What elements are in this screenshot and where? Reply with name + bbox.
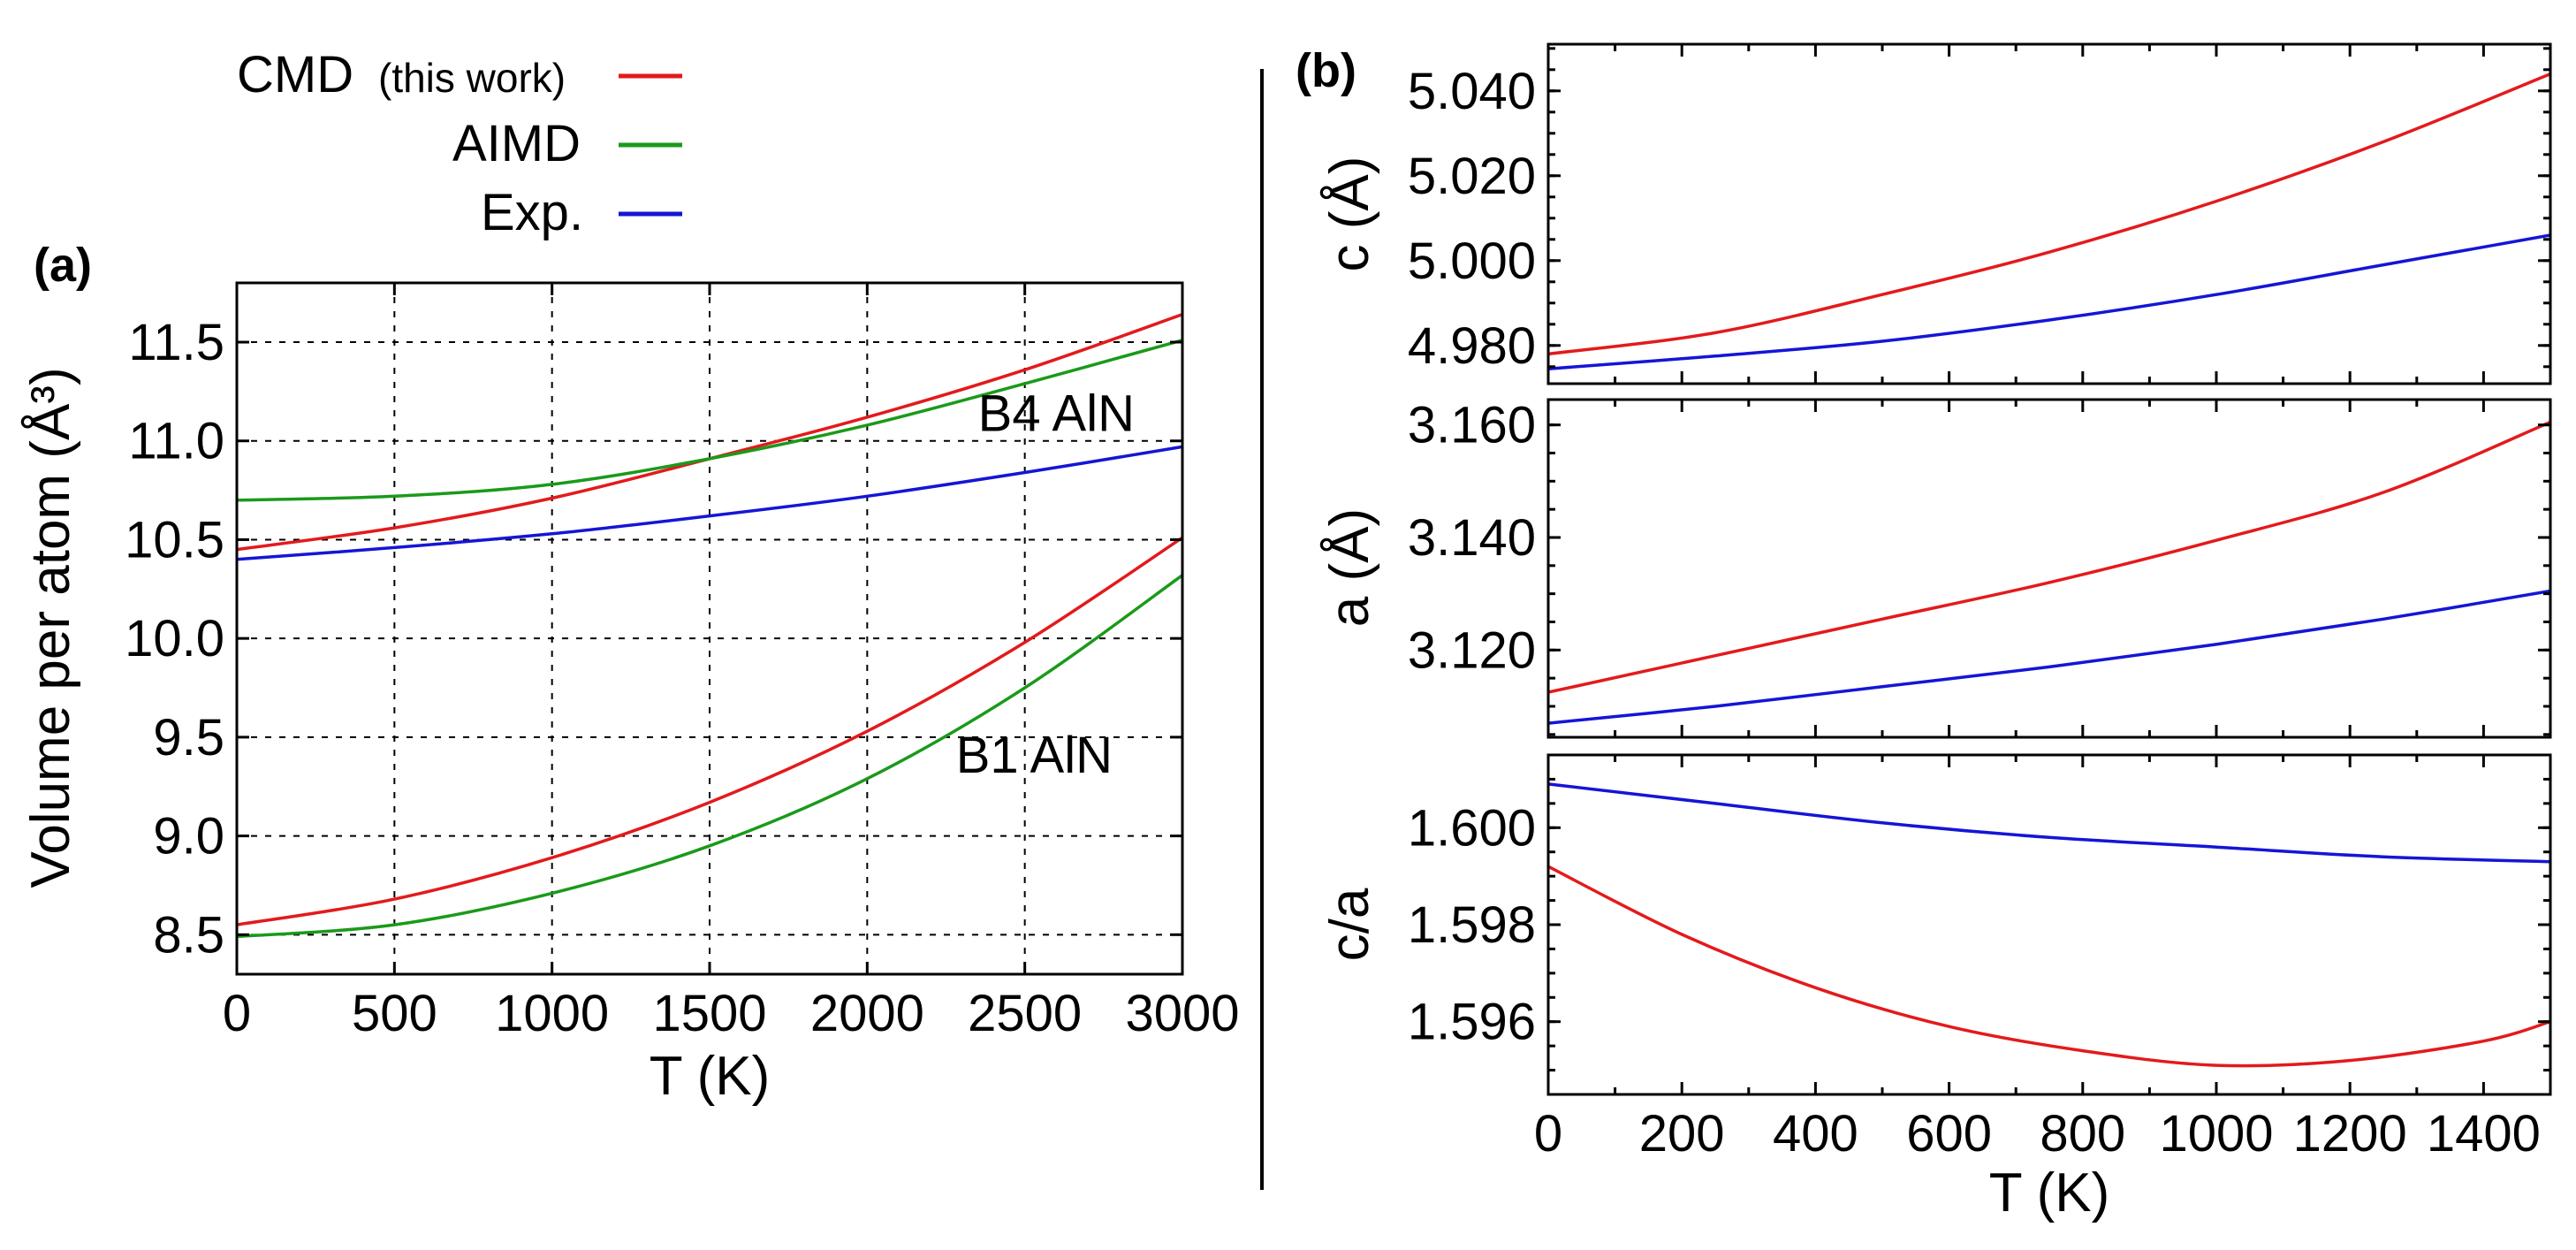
y-tick-label-5-000: 5.000: [1408, 232, 1536, 290]
x-tick-label-500: 500: [352, 985, 437, 1042]
annotation-b1-aln: B1 AlN: [956, 727, 1113, 784]
panel-label-b: (b): [1296, 44, 1356, 97]
y-tick-label-10-0: 10.0: [125, 610, 224, 667]
y-axis-label: Volume per atom (Å³): [20, 367, 81, 888]
series-line-aimd-b1-aln: [237, 574, 1182, 939]
chart-panel-b-ca: 0 200 400 600 800 1000 1200 1400 1.596 1.598 1.600…: [1319, 753, 2552, 1223]
x-tick-label-2000: 2000: [810, 985, 924, 1042]
y-tick-label-3-120: 3.120: [1408, 621, 1536, 679]
y-axis-label: c (Å): [1319, 156, 1380, 272]
y-tick-label-5-040: 5.040: [1408, 63, 1536, 120]
x-tick-label-0: 0: [1534, 1105, 1562, 1162]
y-tick-label-9-0: 9.0: [153, 808, 224, 865]
panel-label-a: (a): [34, 239, 92, 292]
legend-entry-aimd: AIMD: [452, 115, 682, 172]
series-line-cmd: [1548, 420, 2550, 694]
x-tick-label-400: 400: [1773, 1105, 1858, 1162]
series-line-exp: [1548, 782, 2550, 864]
legend-label-cmd: CMD: [237, 46, 353, 103]
legend-entry-exp: Exp.: [481, 184, 682, 241]
x-axis-label: T (K): [1989, 1162, 2110, 1223]
series-line-cmd: [1548, 865, 2550, 1068]
y-axis-label: a (Å): [1319, 508, 1380, 627]
x-tick-label-1000: 1000: [2159, 1105, 2273, 1162]
y-tick-label-3-140: 3.140: [1408, 509, 1536, 567]
x-tick-label-1000: 1000: [495, 985, 609, 1042]
x-axis-label: T (K): [650, 1046, 771, 1107]
y-tick-label-4-980: 4.980: [1408, 317, 1536, 375]
chart-panel-b-a: 3.120 3.140 3.160 a (Å): [1319, 397, 2552, 739]
series-line-exp: [1548, 233, 2550, 370]
series-line-exp: [1548, 589, 2550, 725]
chart-panel-b-c: 4.980 5.000 5.020 5.040 c (Å) (b): [1296, 42, 2552, 385]
x-tick-label-1500: 1500: [652, 985, 766, 1042]
y-axis-label: c/a: [1319, 888, 1380, 961]
legend: CMD (this work) AIMD Exp.: [237, 46, 682, 241]
y-tick-label-1-600: 1.600: [1408, 799, 1536, 857]
plot-frame: [1546, 753, 2552, 1096]
series-line-cmd-b1-aln: [237, 536, 1182, 926]
series-line-exp-b4-aln: [237, 445, 1182, 561]
y-tick-label-10-5: 10.5: [125, 511, 224, 568]
y-tick-label-1-596: 1.596: [1408, 994, 1536, 1051]
y-tick-label-3-160: 3.160: [1408, 397, 1536, 454]
x-tick-label-800: 800: [2040, 1105, 2125, 1162]
y-tick-label-9-5: 9.5: [153, 709, 224, 766]
plot-frame: [1546, 398, 2552, 739]
series-line-cmd: [1548, 72, 2550, 356]
legend-label-aimd: AIMD: [452, 115, 581, 172]
legend-sublabel-cmd: (this work): [378, 55, 566, 101]
y-tick-label-8-5: 8.5: [153, 906, 224, 964]
legend-label-exp: Exp.: [481, 184, 583, 241]
chart-panel-a: 0 500 1000 1500 2000 2500 3000 8.5 9.0 9.5 10.0 10.…: [20, 239, 1240, 1107]
series-line-aimd-b4-aln: [237, 339, 1182, 502]
x-tick-label-0: 0: [223, 985, 251, 1042]
y-tick-label-5-020: 5.020: [1408, 148, 1536, 205]
x-tick-label-600: 600: [1906, 1105, 1992, 1162]
x-tick-label-1400: 1400: [2427, 1105, 2541, 1162]
legend-entry-cmd: CMD (this work): [237, 46, 682, 103]
x-tick-label-1200: 1200: [2293, 1105, 2407, 1162]
y-tick-label-11-5: 11.5: [128, 314, 224, 371]
y-tick-label-11-0: 11.0: [128, 413, 224, 470]
plot-frame: [1546, 42, 2552, 385]
x-tick-label-200: 200: [1639, 1105, 1725, 1162]
y-tick-label-1-598: 1.598: [1408, 896, 1536, 954]
annotation-b4-aln: B4 AlN: [978, 385, 1135, 443]
x-tick-label-3000: 3000: [1125, 985, 1239, 1042]
x-tick-label-2500: 2500: [968, 985, 1082, 1042]
